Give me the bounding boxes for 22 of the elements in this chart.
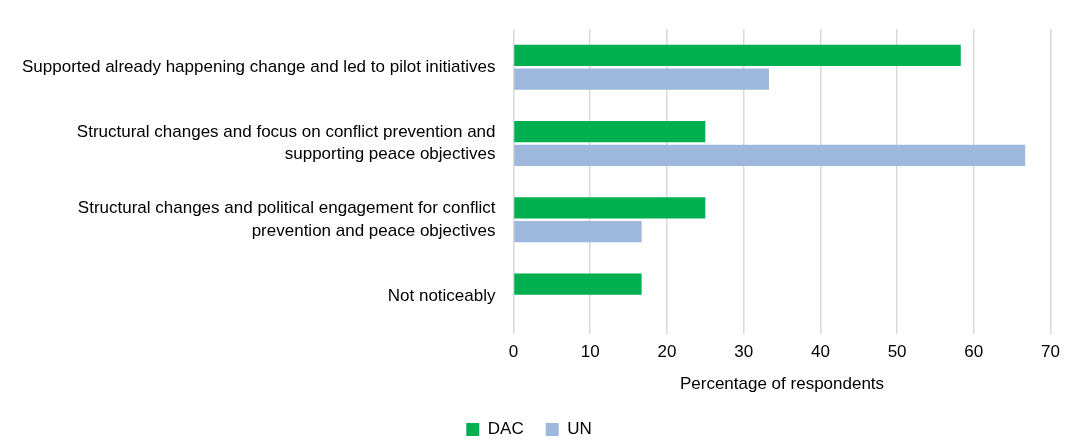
y-tick-label: Structural changes and political engagement for conflict prevention and peace objectives xyxy=(77,198,496,240)
x-axis-title: Percentage of respondents xyxy=(679,374,885,394)
legend-label: DAC xyxy=(487,419,524,439)
bar xyxy=(514,197,706,219)
bar xyxy=(514,273,642,295)
y-tick-label: Structural changes and focus on conflict prevention and supporting peace objectives xyxy=(76,122,496,164)
y-tick-label: Supported already happening change and led to pilot initiatives xyxy=(21,56,496,76)
y-tick-label: Not noticeably xyxy=(387,285,496,305)
x-tick-label: 50 xyxy=(887,342,907,362)
x-tick-label: 20 xyxy=(657,342,677,362)
x-tick-label: 0 xyxy=(508,342,519,362)
legend-label: UN xyxy=(567,419,592,439)
bar xyxy=(514,68,769,90)
x-tick-label: 10 xyxy=(580,342,600,362)
bar xyxy=(514,220,642,243)
bar xyxy=(514,121,706,143)
bar xyxy=(514,44,961,67)
x-tick-label: 60 xyxy=(964,342,984,362)
x-tick-label: 40 xyxy=(810,342,830,362)
x-tick-label: 30 xyxy=(734,342,754,362)
bar xyxy=(514,144,1026,166)
x-tick-label: 70 xyxy=(1041,342,1061,362)
